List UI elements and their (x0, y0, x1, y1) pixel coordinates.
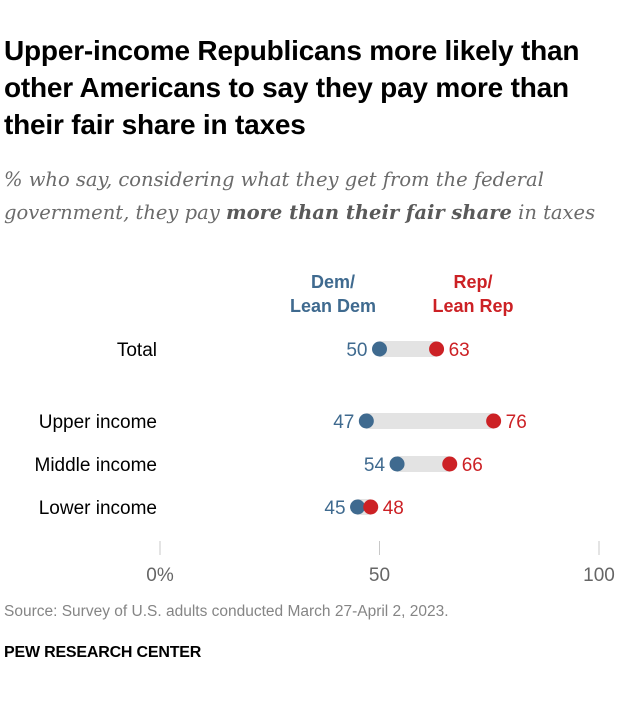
rep-dot-3 (363, 499, 379, 515)
legend-dem-line-1: Dem/ (311, 272, 355, 292)
dem-value-2: 54 (364, 455, 386, 476)
dem-value-0: 50 (346, 340, 367, 361)
row-label-upper-income: Upper income (39, 412, 157, 433)
row-label-lower-income: Lower income (39, 498, 157, 519)
row-label-middle-income: Middle income (35, 455, 158, 476)
axis-label-50: 50 (369, 565, 390, 586)
dot-plot: Dem/Lean Dem Rep/Lean Rep Total 50 63 Upper i… (35, 272, 615, 586)
rep-dot-0 (429, 341, 445, 357)
rep-value-3: 48 (383, 498, 404, 519)
chart-title: Upper-income Republicans more likely tha… (4, 35, 580, 140)
dem-value-3: 45 (324, 498, 345, 519)
source-note: Source: Survey of U.S. adults conducted … (4, 603, 449, 620)
dem-dot-1 (358, 413, 374, 429)
rep-dot-2 (442, 456, 458, 472)
legend-dem-line-2: Lean Dem (290, 296, 376, 316)
dem-dot-0 (372, 341, 387, 357)
brand-name: PEW RESEARCH CENTER (4, 644, 202, 661)
dem-dot-2 (389, 456, 405, 472)
row-label-total: Total (117, 340, 157, 361)
chart-subtitle: % who say, considering what they get fro… (4, 163, 610, 229)
subtitle-prefix: % who say, considering what they get fro… (4, 168, 544, 224)
rep-value-1: 76 (506, 412, 527, 433)
range-bar-1 (366, 413, 494, 429)
axis-label-100: 100 (583, 565, 615, 586)
rep-dot-1 (486, 413, 502, 429)
range-bar-2 (397, 456, 450, 472)
subtitle-suffix: in taxes (511, 201, 596, 224)
legend-rep-line-1: Rep/ (453, 272, 492, 292)
legend-rep-line-2: Lean Rep (432, 296, 513, 316)
dem-value-1: 47 (333, 412, 354, 433)
range-bar-0 (379, 341, 437, 357)
rep-value-2: 66 (462, 455, 483, 476)
rep-value-0: 63 (449, 340, 470, 361)
axis-label-0: 0% (146, 565, 174, 586)
dem-dot-3 (350, 499, 366, 515)
subtitle-emphasis: more than their fair share (225, 201, 512, 224)
